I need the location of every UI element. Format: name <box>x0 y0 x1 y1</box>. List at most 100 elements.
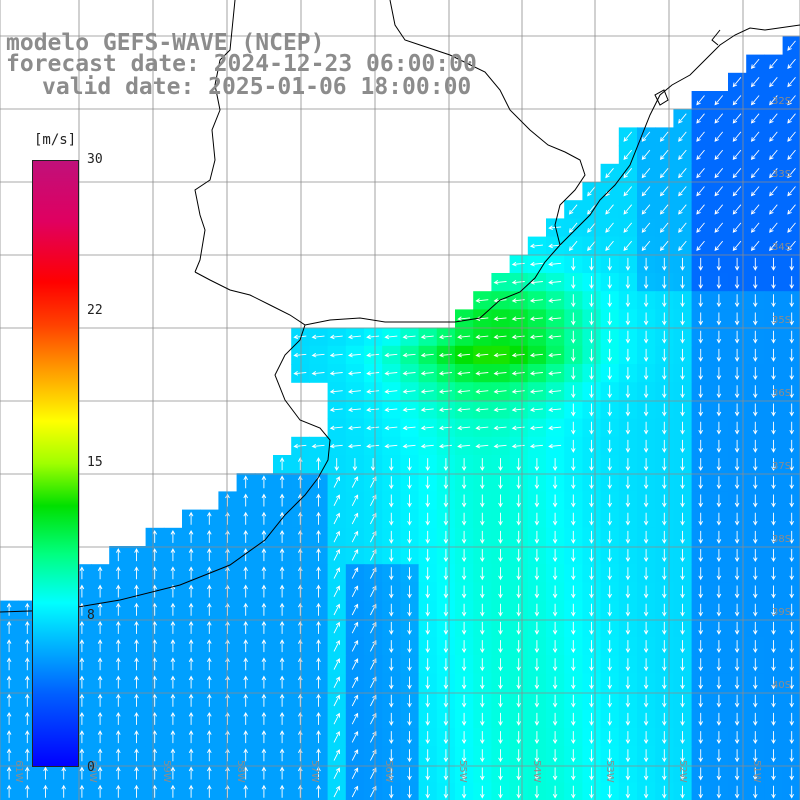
wind-arrow <box>643 439 649 453</box>
wind-arrow <box>6 784 12 798</box>
wind-arrow <box>425 640 430 654</box>
wind-arrow <box>625 276 631 290</box>
wind-arrow <box>662 621 667 635</box>
wind-arrow <box>511 371 525 376</box>
wind-arrow <box>347 334 361 340</box>
wind-arrow <box>753 403 758 417</box>
wind-arrow <box>511 407 525 413</box>
wind-arrow <box>351 494 359 507</box>
wind-arrow <box>534 676 540 690</box>
wind-arrow <box>438 407 452 413</box>
wind-arrow <box>461 658 467 672</box>
wind-arrow <box>516 621 521 635</box>
wind-arrow <box>716 621 722 635</box>
wind-arrow <box>552 767 558 781</box>
wind-arrow <box>407 549 412 563</box>
wind-arrow <box>769 204 778 215</box>
wind-arrow <box>298 566 303 580</box>
wind-arrow <box>279 711 285 725</box>
wind-arrow <box>389 512 394 526</box>
wind-arrow <box>589 348 594 362</box>
wind-arrow <box>789 494 794 508</box>
wind-arrow <box>643 476 649 490</box>
wind-arrow <box>457 443 471 449</box>
wind-arrow <box>316 784 321 798</box>
wind-arrow <box>516 785 521 799</box>
wind-arrow <box>771 567 776 581</box>
wind-arrow <box>152 675 157 689</box>
wind-arrow <box>152 766 157 780</box>
wind-arrow <box>389 476 394 490</box>
wind-arrow <box>659 149 669 161</box>
wind-arrow <box>641 222 651 233</box>
wind-arrow <box>771 676 776 690</box>
wind-arrow <box>498 585 503 599</box>
wind-arrow <box>771 731 776 745</box>
wind-arrow <box>734 312 740 326</box>
wind-arrow <box>698 676 703 690</box>
wind-arrow <box>261 657 267 671</box>
wind-arrow <box>461 767 467 781</box>
wind-arrow <box>116 566 121 580</box>
wind-arrow <box>534 603 540 617</box>
wind-arrow <box>607 694 612 708</box>
wind-arrow <box>571 767 576 781</box>
wind-arrow <box>461 512 467 526</box>
wind-arrow <box>607 367 612 381</box>
wind-arrow <box>698 439 703 453</box>
colorbar <box>32 160 79 767</box>
wind-arrow <box>571 476 576 490</box>
wind-arrow <box>333 785 340 798</box>
wind-arrow <box>6 693 12 707</box>
wind-arrow <box>625 731 631 745</box>
wind-arrow <box>529 316 543 322</box>
wind-arrow <box>170 529 176 543</box>
wind-arrow <box>333 676 340 689</box>
wind-arrow <box>152 602 157 616</box>
wind-arrow <box>552 603 558 617</box>
wind-arrow <box>678 149 687 161</box>
wind-arrow <box>678 204 687 215</box>
wind-arrow <box>461 621 467 635</box>
wind-arrow <box>625 603 631 617</box>
wind-arrow <box>316 748 321 762</box>
wind-arrow <box>643 257 649 271</box>
wind-arrow <box>493 389 507 394</box>
wind-arrow <box>753 385 758 399</box>
wind-arrow <box>662 348 667 362</box>
wind-arrow <box>750 222 760 233</box>
wind-arrow <box>351 785 359 798</box>
wind-arrow <box>750 149 760 161</box>
wind-arrow <box>552 749 558 763</box>
wind-arrow <box>329 425 343 431</box>
wind-arrow <box>461 494 467 508</box>
wind-arrow <box>680 694 685 708</box>
wind-arrow <box>771 785 776 799</box>
wind-arrow <box>698 749 703 763</box>
wind-arrow <box>643 658 649 672</box>
wind-arrow <box>116 711 121 725</box>
wind-arrow <box>552 694 558 708</box>
wind-arrow <box>261 566 267 580</box>
wind-arrow <box>333 658 340 670</box>
wind-arrow <box>678 131 687 142</box>
wind-arrow <box>443 767 449 781</box>
wind-arrow <box>662 312 667 326</box>
wind-arrow <box>188 675 194 689</box>
wind-arrow <box>402 425 416 431</box>
wind-arrow <box>696 168 705 179</box>
wind-arrow <box>225 529 230 543</box>
wind-arrow <box>680 257 685 271</box>
wind-arrow <box>134 766 139 780</box>
wind-arrow <box>475 425 489 431</box>
wind-arrow <box>734 549 740 563</box>
wind-arrow <box>750 95 760 106</box>
wind-arrow <box>402 389 416 394</box>
wind-arrow <box>662 385 667 399</box>
wind-arrow <box>425 530 430 544</box>
wind-arrow <box>789 749 794 763</box>
wind-arrow <box>698 640 703 654</box>
wind-arrow <box>438 334 452 340</box>
wind-arrow <box>680 330 685 344</box>
wind-arrow <box>152 748 157 762</box>
